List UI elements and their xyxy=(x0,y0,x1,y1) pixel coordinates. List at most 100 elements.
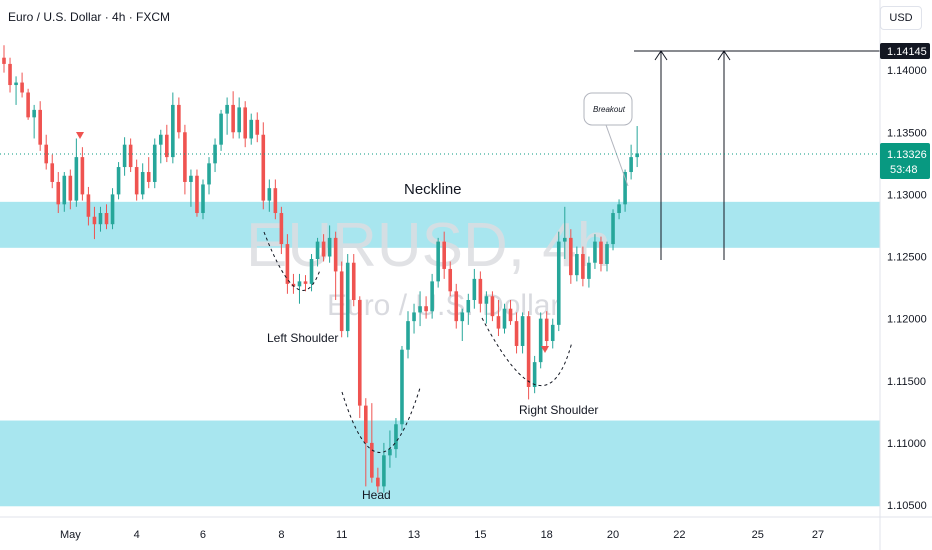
arrow-head-2 xyxy=(717,50,731,61)
candle xyxy=(285,234,290,294)
candle xyxy=(357,296,362,419)
candle-body xyxy=(219,113,223,145)
candle-body xyxy=(345,262,350,332)
candle xyxy=(611,209,615,251)
candle-body xyxy=(526,316,531,387)
candle xyxy=(394,418,398,458)
candle-body xyxy=(116,167,121,195)
candle-body xyxy=(466,300,471,313)
candle-body xyxy=(562,237,567,242)
candle-body xyxy=(195,175,199,214)
candle-body xyxy=(14,82,18,86)
currency-button[interactable]: USD xyxy=(880,6,922,30)
target-price-tag-text: 1.14145 xyxy=(887,46,927,58)
candle xyxy=(327,225,332,263)
candle xyxy=(98,206,103,232)
price-axis[interactable]: 1.14000 1.13500 1.13000 1.12500 1.12000 1.115… xyxy=(887,65,927,512)
candle xyxy=(231,91,235,139)
candle-body xyxy=(315,241,320,259)
candle xyxy=(466,293,471,325)
candle xyxy=(255,112,260,143)
candle-body xyxy=(140,172,145,195)
candle xyxy=(116,162,121,200)
candle-body xyxy=(171,104,175,158)
candle-body xyxy=(44,144,49,164)
candle-body xyxy=(231,104,235,133)
candle xyxy=(593,234,597,269)
candle xyxy=(544,311,549,350)
candle xyxy=(14,76,18,105)
candle-body xyxy=(62,175,67,205)
candle xyxy=(490,291,495,322)
time-tick-label: 27 xyxy=(812,529,824,541)
candle-body xyxy=(351,262,356,301)
signal-marker-1 xyxy=(76,132,84,139)
candle-body xyxy=(152,144,157,182)
candle-body xyxy=(617,204,621,214)
candle xyxy=(92,206,97,240)
candle xyxy=(219,109,223,151)
candle xyxy=(460,308,465,342)
candle-body xyxy=(2,57,6,64)
candle xyxy=(152,138,157,189)
candle-body xyxy=(291,283,296,287)
candle-body xyxy=(436,241,440,282)
candle xyxy=(213,138,217,173)
candle-body xyxy=(128,144,133,168)
candle xyxy=(424,296,428,319)
time-tick-label: 15 xyxy=(474,529,486,541)
candle-body xyxy=(20,82,24,93)
candle xyxy=(532,355,537,394)
candle-body xyxy=(430,281,434,312)
candle xyxy=(376,467,380,493)
candle xyxy=(261,122,266,210)
candle-body xyxy=(309,259,314,284)
candle-body xyxy=(406,321,410,350)
candle xyxy=(44,134,49,170)
candle-body xyxy=(201,184,205,214)
candle xyxy=(273,179,278,220)
candle xyxy=(454,283,459,329)
candle xyxy=(2,45,6,73)
candle-body xyxy=(273,188,278,214)
candle-body xyxy=(550,324,555,342)
candle-body xyxy=(376,477,380,487)
candle xyxy=(436,237,440,288)
candle xyxy=(315,237,320,267)
zone-2 xyxy=(0,420,880,507)
breakout-label: Breakout xyxy=(593,105,626,114)
candle xyxy=(345,254,350,338)
candle xyxy=(412,303,416,334)
candle xyxy=(303,275,308,292)
candle xyxy=(225,97,229,135)
candles-layer xyxy=(2,45,639,493)
candle-body xyxy=(38,109,42,145)
candle-body xyxy=(490,296,495,317)
candle-body xyxy=(86,194,91,217)
candle-body xyxy=(520,316,525,346)
candle xyxy=(279,206,284,255)
zones-layer xyxy=(0,201,880,507)
candle-body xyxy=(32,109,36,118)
candle-body xyxy=(225,104,229,114)
candle-body xyxy=(448,268,453,292)
candle-body xyxy=(267,188,272,201)
zone-1 xyxy=(0,201,880,248)
candle-body xyxy=(629,157,633,173)
candle-body xyxy=(382,455,386,487)
candle xyxy=(207,157,211,195)
price-tick-label: 1.11500 xyxy=(887,376,926,388)
candle-body xyxy=(255,119,260,135)
candle-body xyxy=(50,163,55,182)
candle xyxy=(291,273,296,294)
time-axis[interactable]: May 4 6 8 11 13 15 18 20 22 25 27 xyxy=(60,529,824,541)
candle-body xyxy=(575,254,579,276)
candle-body xyxy=(581,254,585,279)
candle xyxy=(599,236,603,272)
signal-marker-2 xyxy=(541,346,549,353)
current-price-tag-text: 1.13326 xyxy=(887,149,927,161)
candle xyxy=(201,179,205,220)
candle xyxy=(364,398,368,487)
candle xyxy=(38,101,42,151)
